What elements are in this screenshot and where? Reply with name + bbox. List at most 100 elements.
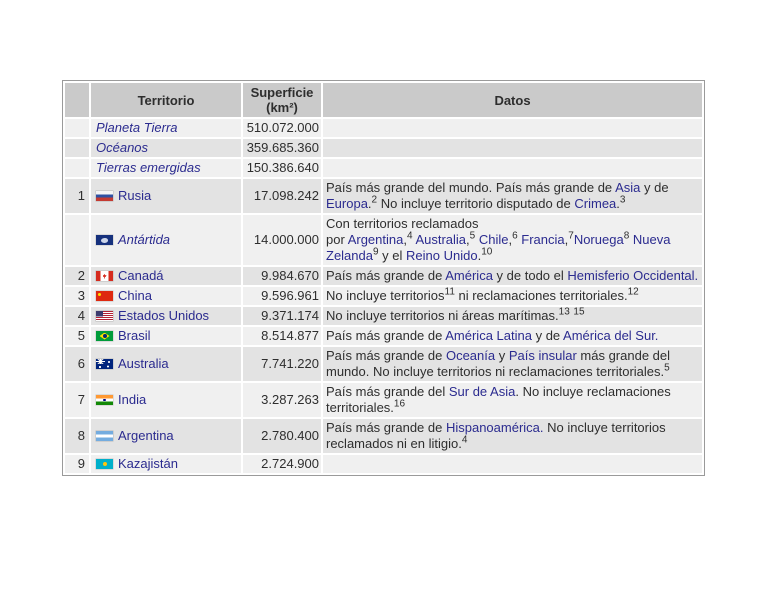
datos-cell: País más grande del Sur de Asia. No incl… bbox=[323, 383, 702, 417]
footnote-ref: 5 bbox=[664, 362, 670, 374]
datos-cell: Con territorios reclamados por Argentina,… bbox=[323, 215, 702, 265]
russia-flag-icon bbox=[96, 191, 113, 201]
territory-cell: Rusia bbox=[91, 179, 241, 213]
inline-link[interactable]: Noruega bbox=[573, 232, 624, 247]
usa-flag-icon bbox=[96, 311, 113, 321]
inline-link[interactable]: Sur de Asia bbox=[448, 384, 516, 399]
datos-cell: País más grande de Oceanía y País insula… bbox=[323, 347, 702, 381]
table-row: 6 Australia 7.741.220 País más grande de Oc… bbox=[65, 347, 702, 381]
territory-link[interactable]: Antártida bbox=[118, 232, 171, 247]
inline-link[interactable]: Oceanía bbox=[445, 348, 496, 363]
inline-link[interactable]: América Latina bbox=[445, 328, 532, 343]
datos-cell bbox=[323, 159, 702, 177]
territory-link[interactable]: Argentina bbox=[118, 428, 174, 443]
inline-link[interactable]: América bbox=[445, 268, 493, 283]
territory-link[interactable]: Kazajistán bbox=[118, 456, 178, 471]
territory-cell: Océanos bbox=[91, 139, 241, 157]
table-row: Planeta Tierra 510.072.000 bbox=[65, 119, 702, 137]
territory-cell: Brasil bbox=[91, 327, 241, 345]
table-row: 3 China 9.596.961 No incluye territorios11 … bbox=[65, 287, 702, 305]
inline-link[interactable]: Francia bbox=[521, 232, 565, 247]
rank-cell: 1 bbox=[65, 179, 89, 213]
rank-cell: 2 bbox=[65, 267, 89, 285]
rank-cell: 6 bbox=[65, 347, 89, 381]
rank-cell: 4 bbox=[65, 307, 89, 325]
territory-link[interactable]: Canadá bbox=[118, 268, 164, 283]
footnote-ref: 6 bbox=[512, 230, 518, 242]
inline-link[interactable]: Argentina bbox=[347, 232, 404, 247]
territory-link[interactable]: Australia bbox=[118, 356, 169, 371]
footnote-ref: 16 bbox=[393, 398, 406, 410]
territory-link[interactable]: India bbox=[118, 392, 147, 407]
india-flag-icon bbox=[96, 395, 113, 405]
inline-link[interactable]: Hispanoamérica. bbox=[445, 420, 544, 435]
territory-cell: Planeta Tierra bbox=[91, 119, 241, 137]
territory-link[interactable]: Brasil bbox=[118, 328, 151, 343]
footnote-ref: 2 bbox=[371, 194, 378, 206]
area-cell: 2.780.400 bbox=[243, 419, 321, 453]
territory-link[interactable]: Océanos bbox=[96, 140, 149, 155]
inline-link[interactable]: América del Sur. bbox=[563, 328, 659, 343]
header-row: Territorio Superficie (km²) Datos bbox=[65, 83, 702, 117]
datos-cell: No incluye territorios ni áreas marítima… bbox=[323, 307, 702, 325]
inline-link[interactable]: Nueva Zelanda bbox=[326, 232, 671, 263]
rank-cell: 7 bbox=[65, 383, 89, 417]
header-area: Superficie (km²) bbox=[243, 83, 321, 117]
territory-link[interactable]: Tierras emergidas bbox=[96, 160, 201, 175]
area-cell: 9.984.670 bbox=[243, 267, 321, 285]
area-cell: 510.072.000 bbox=[243, 119, 321, 137]
header-datos: Datos bbox=[323, 83, 702, 117]
territory-cell: Antártida bbox=[91, 215, 241, 265]
inline-link[interactable]: Chile bbox=[478, 232, 509, 247]
territory-cell: Kazajistán bbox=[91, 455, 241, 473]
area-cell: 14.000.000 bbox=[243, 215, 321, 265]
footnote-ref: 10 bbox=[481, 246, 493, 258]
table-row: 2 Canadá 9.984.670 País más grande de Améri… bbox=[65, 267, 702, 285]
canada-flag-icon bbox=[96, 271, 113, 281]
footnote-ref: 4 bbox=[406, 230, 413, 242]
table-row: 5 Brasil 8.514.877 País más grande de Améri… bbox=[65, 327, 702, 345]
territory-link[interactable]: Rusia bbox=[118, 188, 152, 203]
table-row: 7 India 3.287.263 País más grande del Sur d… bbox=[65, 383, 702, 417]
area-cell: 9.596.961 bbox=[243, 287, 321, 305]
datos-cell bbox=[323, 119, 702, 137]
footnote-ref: 5 bbox=[469, 230, 476, 242]
footnote-ref: 7 bbox=[568, 230, 574, 242]
datos-cell: País más grande de Hispanoamérica. No in… bbox=[323, 419, 702, 453]
inline-link[interactable]: Australia bbox=[415, 232, 467, 247]
inline-link[interactable]: Asia bbox=[615, 180, 641, 195]
area-cell: 2.724.900 bbox=[243, 455, 321, 473]
inline-link[interactable]: País insular bbox=[508, 348, 577, 363]
territory-link[interactable]: China bbox=[118, 288, 152, 303]
footnote-ref: 8 bbox=[623, 230, 630, 242]
territory-cell: Argentina bbox=[91, 419, 241, 453]
footnote-ref: 3 bbox=[619, 194, 626, 206]
table-row: Tierras emergidas 150.386.640 bbox=[65, 159, 702, 177]
datos-cell: País más grande del mundo. País más gran… bbox=[323, 179, 702, 213]
inline-link[interactable]: Crimea bbox=[574, 196, 617, 211]
datos-cell: No incluye territorios11 ni reclamacione… bbox=[323, 287, 702, 305]
territories-table: Territorio Superficie (km²) Datos Planet… bbox=[62, 80, 705, 476]
area-cell: 150.386.640 bbox=[243, 159, 321, 177]
table-row: 1 Rusia 17.098.242 País más grande del mund… bbox=[65, 179, 702, 213]
territory-link[interactable]: Planeta Tierra bbox=[96, 120, 178, 135]
argentina-flag-icon bbox=[96, 431, 113, 441]
territory-cell: India bbox=[91, 383, 241, 417]
territory-cell: China bbox=[91, 287, 241, 305]
table-row: 8 Argentina 2.780.400 País más grande de Hi… bbox=[65, 419, 702, 453]
inline-link[interactable]: Hemisferio Occidental. bbox=[567, 268, 699, 283]
territory-link[interactable]: Estados Unidos bbox=[118, 308, 210, 323]
territory-cell: Estados Unidos bbox=[91, 307, 241, 325]
table-row: Antártida 14.000.000 Con territorios recla… bbox=[65, 215, 702, 265]
inline-link[interactable]: Europa bbox=[326, 196, 368, 211]
rank-cell bbox=[65, 139, 89, 157]
inline-link[interactable]: Reino Unido bbox=[406, 248, 478, 263]
rank-cell bbox=[65, 215, 89, 265]
rank-cell: 5 bbox=[65, 327, 89, 345]
rank-cell: 9 bbox=[65, 455, 89, 473]
brazil-flag-icon bbox=[96, 331, 113, 341]
rank-cell bbox=[65, 159, 89, 177]
table-row: Océanos 359.685.360 bbox=[65, 139, 702, 157]
footnote-ref: 4 bbox=[461, 434, 468, 446]
